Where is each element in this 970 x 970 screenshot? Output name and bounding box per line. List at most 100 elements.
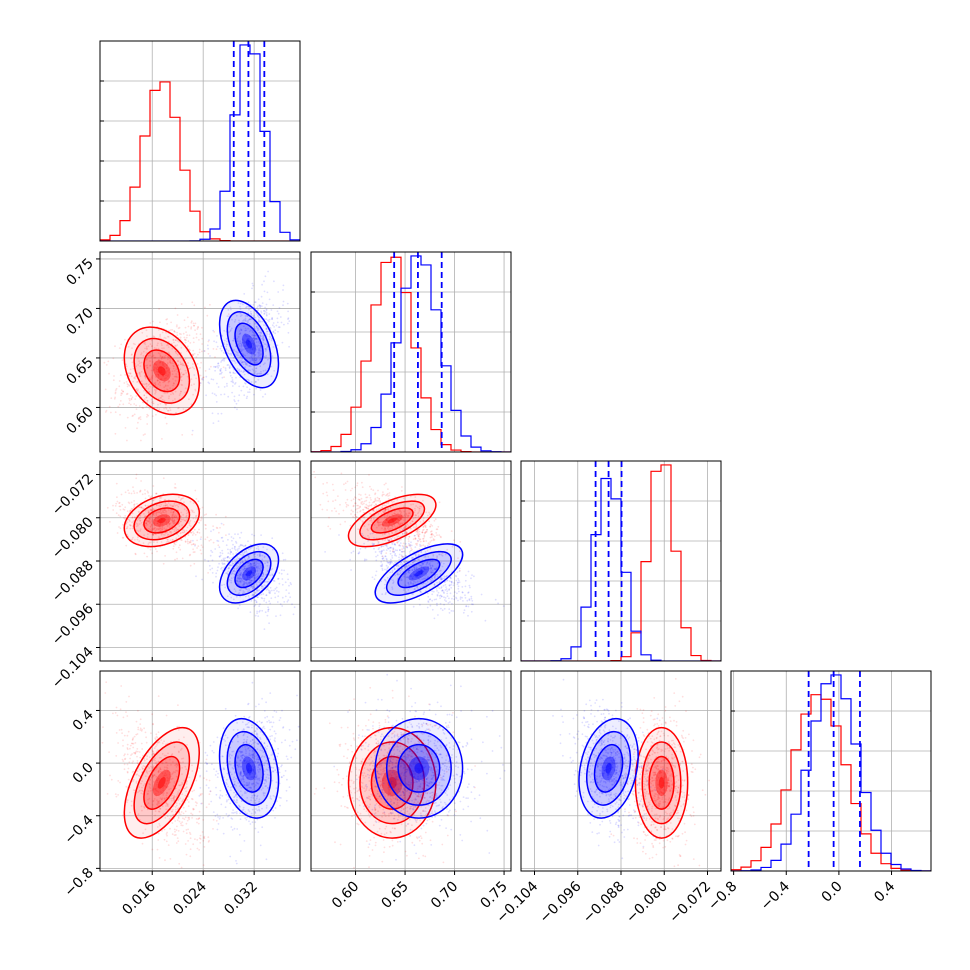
scatter-point <box>246 576 249 579</box>
scatter-point <box>129 527 132 530</box>
scatter-point <box>422 577 425 580</box>
scatter-point <box>383 533 386 535</box>
scatter-point <box>205 375 208 378</box>
scatter-point <box>430 571 432 574</box>
scatter-point <box>418 535 420 538</box>
scatter-point <box>176 518 179 521</box>
scatter-point <box>231 564 233 567</box>
scatter-point <box>174 483 177 485</box>
scatter-point <box>236 580 238 583</box>
scatter-point <box>449 576 452 579</box>
scatter-point <box>142 832 145 834</box>
scatter-point <box>409 544 411 547</box>
scatter-point <box>156 380 159 382</box>
scatter-point <box>141 767 144 770</box>
scatter-point <box>253 334 256 337</box>
panel-frame <box>99 40 301 242</box>
scatter-point <box>265 601 268 604</box>
scatter-point <box>165 367 168 369</box>
scatter-point <box>387 529 390 531</box>
scatter-point <box>441 589 444 592</box>
scatter-point <box>415 526 417 529</box>
scatter-point <box>147 533 149 536</box>
scatter-point <box>173 330 176 333</box>
scatter-point <box>191 433 194 436</box>
scatter-point <box>259 320 262 323</box>
scatter-point <box>257 305 259 308</box>
scatter-point <box>400 518 403 521</box>
scatter-point <box>233 395 236 398</box>
scatter-point <box>239 308 242 311</box>
scatter-point <box>184 540 187 543</box>
scatter-point <box>154 381 157 384</box>
scatter-point <box>151 415 154 417</box>
scatter-point <box>374 500 377 502</box>
scatter-point <box>173 515 176 518</box>
scatter-point <box>176 763 178 766</box>
scatter-point <box>164 337 167 340</box>
scatter-point <box>190 509 193 511</box>
scatter-point <box>412 605 415 608</box>
scatter-point <box>135 395 138 397</box>
scatter-point <box>248 576 251 579</box>
scatter-point <box>239 342 241 344</box>
scatter-point <box>219 369 222 371</box>
scatter-point <box>364 547 367 550</box>
scatter-point <box>212 819 215 821</box>
scatter-point <box>267 319 269 322</box>
scatter-point <box>145 329 148 332</box>
scatter-point <box>458 567 461 570</box>
scatter-point <box>339 503 341 506</box>
scatter-point <box>464 585 467 588</box>
scatter-point <box>126 770 129 773</box>
scatter-point <box>184 326 187 329</box>
scatter-point <box>146 793 149 796</box>
scatter-point <box>250 359 252 361</box>
scatter-point <box>378 521 381 524</box>
scatter-point <box>242 584 245 587</box>
scatter-point <box>146 771 149 773</box>
scatter-point <box>392 581 395 583</box>
scatter-point <box>502 605 505 607</box>
scatter-point <box>244 327 247 330</box>
scatter-point <box>387 539 390 542</box>
scatter-point <box>394 553 397 555</box>
scatter-point <box>173 519 176 522</box>
scatter-point <box>382 511 385 514</box>
scatter-point <box>220 568 222 570</box>
scatter-point <box>254 338 257 340</box>
scatter-point <box>411 569 414 571</box>
scatter-point <box>236 577 239 580</box>
scatter-point <box>371 532 374 535</box>
scatter-point <box>124 427 127 429</box>
scatter-point <box>221 566 223 569</box>
scatter-point <box>429 525 431 528</box>
scatter-point <box>206 314 209 317</box>
scatter-point <box>192 517 195 520</box>
scatter-point <box>251 570 254 572</box>
scatter-point <box>381 493 384 496</box>
scatter-point <box>230 581 233 584</box>
scatter-point <box>241 349 244 352</box>
scatter-point <box>134 343 136 346</box>
scatter-point <box>165 802 168 804</box>
scatter-point <box>192 843 195 846</box>
scatter-point <box>132 742 135 745</box>
scatter-point <box>157 791 160 793</box>
scatter-point <box>172 520 174 523</box>
scatter-point <box>453 591 456 593</box>
scatter-point <box>422 519 425 522</box>
scatter-point <box>230 354 233 356</box>
scatter-point <box>241 344 243 346</box>
scatter-point <box>430 533 433 536</box>
scatter-point <box>256 314 259 317</box>
scatter-point <box>137 417 140 420</box>
scatter-point <box>219 526 221 529</box>
scatter-point <box>146 536 149 539</box>
scatter-point <box>130 501 133 504</box>
scatter-point <box>200 517 203 520</box>
scatter-point <box>179 749 182 751</box>
scatter-point <box>171 392 174 394</box>
scatter-point <box>135 473 138 476</box>
scatter-point <box>258 581 260 583</box>
